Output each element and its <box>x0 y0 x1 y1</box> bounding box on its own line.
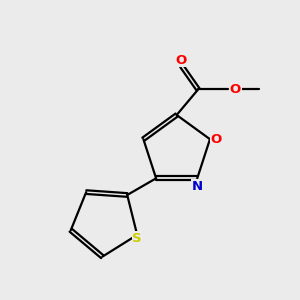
Text: O: O <box>210 133 222 146</box>
Text: O: O <box>230 83 241 96</box>
Text: O: O <box>176 54 187 67</box>
Text: S: S <box>132 232 142 245</box>
Text: N: N <box>192 180 203 193</box>
